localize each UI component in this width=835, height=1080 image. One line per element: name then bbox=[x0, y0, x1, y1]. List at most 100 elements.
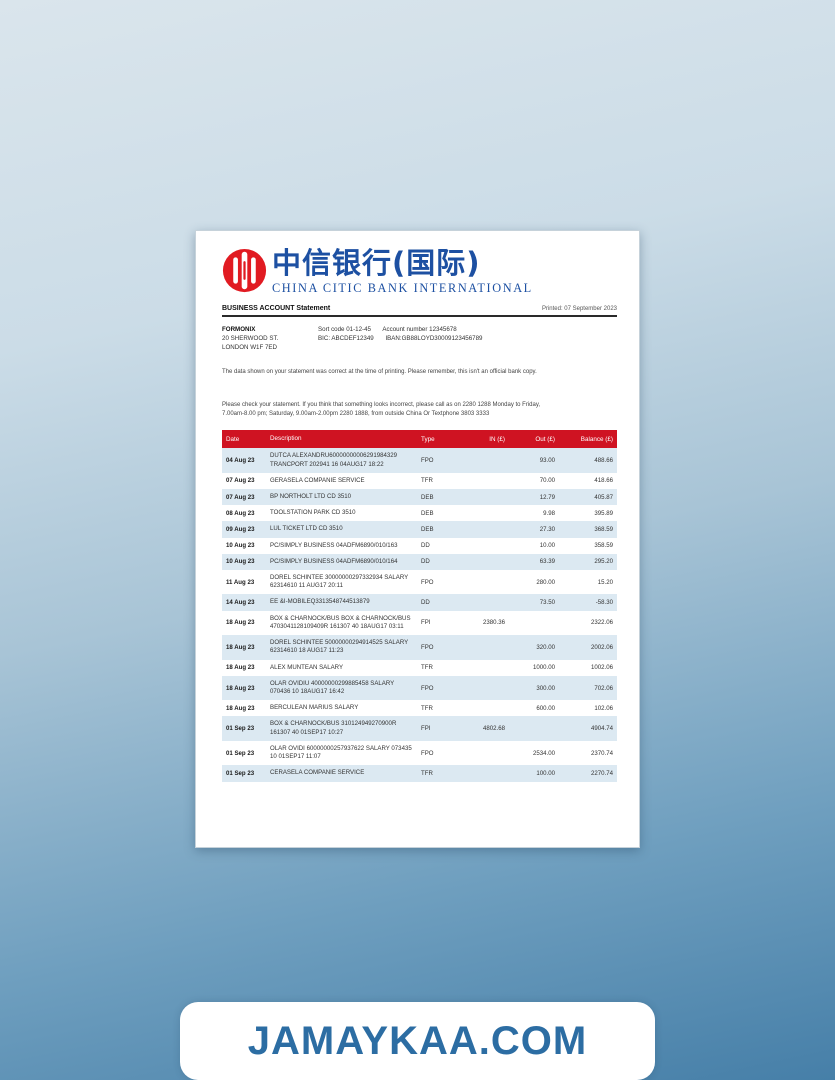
transaction-out-amount: 93.00 bbox=[539, 457, 555, 464]
account-info-row: FORMONIX 20 SHERWOOD ST. LONDON W1F 7ED … bbox=[222, 326, 617, 353]
account-holder-address-line1: 20 SHERWOOD ST. bbox=[222, 335, 279, 343]
account-details-block: Sort code 01-12-45 Account number 123456… bbox=[318, 326, 482, 353]
transaction-description: DOREL SCHINTEE 30000000297332934 SALARY … bbox=[270, 574, 409, 590]
transaction-type: TFR bbox=[421, 477, 433, 485]
transaction-out-amount: 100.00 bbox=[536, 769, 555, 777]
transaction-out-amount: 600.00 bbox=[536, 704, 555, 712]
transaction-date: 04 Aug 23 bbox=[226, 457, 255, 464]
column-header-balance: Balance (£) bbox=[580, 435, 613, 443]
transaction-date: 01 Sep 23 bbox=[226, 749, 255, 757]
table-row: 01 Sep 23 OLAR OVIDI 60000000257937622 S… bbox=[222, 741, 617, 765]
transaction-out-amount: 27.30 bbox=[539, 525, 555, 533]
watermark-text: JAMAYKAA.COM bbox=[247, 1018, 588, 1063]
bic: BIC: ABCDEF12349 bbox=[318, 335, 374, 343]
transaction-balance: 418.66 bbox=[594, 477, 613, 485]
transaction-out-amount: 300.00 bbox=[536, 684, 555, 692]
transaction-balance: 368.59 bbox=[594, 525, 613, 533]
bank-header: 中信银行(国际) CHINA CITIC BANK INTERNATIONAL bbox=[222, 248, 639, 296]
table-row: 04 Aug 23 DUTCA ALEXANDRU600000000062919… bbox=[222, 448, 617, 473]
transaction-balance: 15.20 bbox=[597, 578, 613, 586]
transaction-date: 18 Aug 23 bbox=[226, 664, 255, 672]
transaction-type: FPO bbox=[421, 578, 434, 586]
bank-name-chinese: 中信银行(国际) bbox=[272, 246, 481, 280]
table-row: 01 Sep 23 BOX & CHARNOCK/BUS 31012494927… bbox=[222, 716, 617, 741]
transaction-description: LUL TICKET LTD CD 3510 bbox=[270, 525, 343, 533]
transaction-date: 14 Aug 23 bbox=[226, 599, 255, 607]
column-header-in: IN (£) bbox=[489, 435, 505, 443]
transaction-description: DUTCA ALEXANDRU60000000006291984329 TRAN… bbox=[270, 452, 398, 468]
transaction-type: TFR bbox=[421, 664, 433, 672]
transaction-balance: 488.66 bbox=[594, 457, 613, 464]
transaction-balance: 2002.06 bbox=[590, 643, 613, 651]
transaction-out-amount: 9.98 bbox=[543, 509, 555, 517]
transaction-balance: 4904.74 bbox=[590, 725, 613, 733]
transaction-date: 08 Aug 23 bbox=[226, 509, 255, 517]
iban: IBAN:GB88LOYD30009123456789 bbox=[385, 335, 483, 343]
account-details-line1: Sort code 01-12-45 Account number 123456… bbox=[318, 326, 482, 335]
bank-statement-document: 中信银行(国际) CHINA CITIC BANK INTERNATIONAL … bbox=[195, 230, 640, 848]
transactions-table-body: 04 Aug 23 DUTCA ALEXANDRU600000000062919… bbox=[222, 448, 617, 782]
account-holder-address-line2: LONDON W1F 7ED bbox=[222, 344, 278, 352]
account-holder-name: FORMONIX bbox=[222, 326, 256, 334]
column-header-type: Type bbox=[421, 435, 435, 443]
transaction-type: FPO bbox=[421, 684, 434, 692]
account-number: Account number 12345678 bbox=[382, 326, 457, 334]
statement-title-row: BUSINESS ACCOUNT Statement Printed: 07 S… bbox=[222, 305, 617, 318]
transaction-date: 10 Aug 23 bbox=[226, 558, 255, 566]
account-details-line2: BIC: ABCDEF12349 IBAN:GB88LOYD3000912345… bbox=[318, 335, 482, 344]
transaction-date: 01 Sep 23 bbox=[226, 725, 255, 733]
transaction-out-amount: 10.00 bbox=[539, 542, 555, 550]
transaction-description: PC/SIMPLY BUSINESS 04ADFM6890/010/164 bbox=[270, 557, 398, 565]
transaction-out-amount: 280.00 bbox=[536, 578, 555, 586]
transaction-in-amount: 2380.36 bbox=[482, 619, 505, 627]
transaction-description: EE &I-MOBILEQ3313548744513879 bbox=[270, 598, 370, 606]
transaction-type: TFR bbox=[421, 769, 433, 777]
transaction-type: DEB bbox=[421, 509, 434, 517]
transactions-table: Date Description Type IN (£) Out (£) Bal… bbox=[222, 429, 617, 782]
transaction-out-amount: 63.39 bbox=[539, 558, 555, 566]
transaction-in-amount: 4802.68 bbox=[482, 725, 505, 733]
transaction-date: 07 Aug 23 bbox=[226, 477, 255, 485]
transaction-balance: 2270.74 bbox=[590, 769, 613, 777]
statement-title: BUSINESS ACCOUNT Statement bbox=[222, 305, 331, 313]
transaction-type: DD bbox=[421, 558, 430, 566]
transaction-balance: 2370.74 bbox=[590, 749, 613, 757]
transaction-balance: 358.59 bbox=[594, 542, 613, 550]
transaction-balance: 405.87 bbox=[594, 493, 613, 501]
transaction-date: 18 Aug 23 bbox=[226, 619, 255, 627]
transaction-balance: 2322.06 bbox=[590, 619, 613, 627]
table-row: 14 Aug 23 EE &I-MOBILEQ3313548744513879 … bbox=[222, 594, 617, 611]
column-header-date: Date bbox=[226, 435, 240, 443]
transaction-type: TFR bbox=[421, 704, 433, 712]
watermark-card: JAMAYKAA.COM bbox=[180, 1002, 655, 1080]
transaction-out-amount: 12.79 bbox=[539, 493, 555, 501]
sort-code: Sort code 01-12-45 bbox=[318, 326, 371, 334]
table-row: 18 Aug 23 BERCULEAN MARIUS SALARY TFR 60… bbox=[222, 700, 617, 716]
printed-date: Printed: 07 September 2023 bbox=[541, 306, 617, 313]
table-row: 07 Aug 23 BP NORTHOLT LTD CD 3510 DEB 12… bbox=[222, 488, 617, 506]
statement-notice-correctness: The data shown on your statement was cor… bbox=[222, 369, 537, 376]
bank-names: 中信银行(国际) CHINA CITIC BANK INTERNATIONAL bbox=[272, 248, 533, 296]
citic-bank-logo-icon bbox=[222, 248, 267, 293]
transaction-description: GERASELA COMPANIE SERVICE bbox=[270, 476, 365, 484]
table-row: 10 Aug 23 PC/SIMPLY BUSINESS 04ADFM6890/… bbox=[222, 553, 617, 571]
transaction-description: CERASELA COMPANIE SERVICE bbox=[270, 769, 365, 777]
transaction-date: 09 Aug 23 bbox=[226, 525, 255, 533]
transaction-balance: -58.30 bbox=[595, 599, 613, 607]
transaction-description: BOX & CHARNOCK/BUS 310124949270900R 1613… bbox=[270, 720, 397, 736]
transaction-type: DEB bbox=[421, 525, 434, 533]
transaction-date: 18 Aug 23 bbox=[226, 643, 255, 651]
transaction-description: BOX & CHARNOCK/BUS BOX & CHARNOCK/BUS 47… bbox=[270, 614, 411, 630]
transaction-balance: 295.20 bbox=[594, 558, 613, 566]
account-holder-block: FORMONIX 20 SHERWOOD ST. LONDON W1F 7ED bbox=[222, 326, 318, 353]
table-row: 11 Aug 23 DOREL SCHINTEE 300000002973329… bbox=[222, 570, 617, 594]
transaction-balance: 395.89 bbox=[594, 509, 613, 517]
transaction-description: DOREL SCHINTEE 50000000294914525 SALARY … bbox=[270, 639, 409, 655]
table-row: 10 Aug 23 PC/SIMPLY BUSINESS 04ADFM6890/… bbox=[222, 538, 617, 554]
transaction-out-amount: 73.50 bbox=[539, 599, 555, 607]
transaction-balance: 702.06 bbox=[594, 684, 613, 692]
transaction-description: ALEX MUNTEAN SALARY bbox=[270, 663, 344, 671]
transaction-description: BP NORTHOLT LTD CD 3510 bbox=[270, 492, 352, 500]
table-row: 09 Aug 23 LUL TICKET LTD CD 3510 DEB 27.… bbox=[222, 521, 617, 538]
column-header-description: Description bbox=[270, 434, 302, 442]
